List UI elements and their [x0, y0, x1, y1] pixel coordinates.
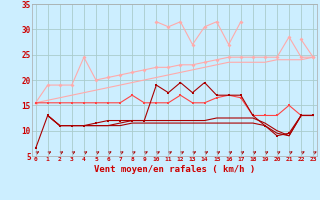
X-axis label: Vent moyen/en rafales ( km/h ): Vent moyen/en rafales ( km/h )	[94, 165, 255, 174]
